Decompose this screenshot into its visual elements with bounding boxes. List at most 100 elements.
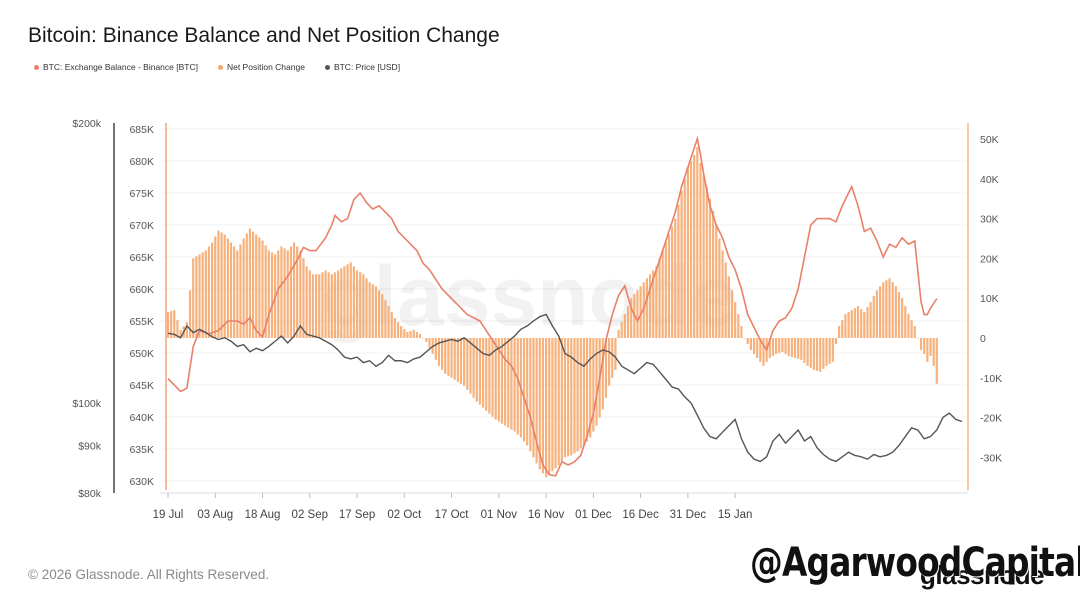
net-position-bar: [456, 338, 459, 382]
net-position-bar: [450, 338, 453, 378]
net-position-bar: [655, 266, 658, 338]
net-position-bar: [365, 278, 368, 338]
net-position-bar: [686, 166, 689, 338]
net-position-bar: [229, 242, 233, 338]
agarwood-stamp-text: @AgarwoodCapital: [750, 540, 1080, 586]
net-position-bar: [233, 246, 236, 338]
net-position-bar: [223, 234, 226, 338]
net-position-bar: [207, 246, 211, 338]
net-position-bar: [866, 307, 869, 338]
net-position-bar: [787, 338, 790, 356]
net-position-bar: [850, 310, 853, 338]
net-position-bar: [910, 320, 913, 338]
net-position-bar: [573, 338, 576, 454]
net-position-bar: [702, 174, 705, 338]
net-position-bar: [680, 190, 683, 338]
price-tick-label: $200k: [72, 118, 101, 130]
net-position-bar: [378, 290, 381, 338]
net-position-bar: [652, 270, 655, 338]
net-position-bar: [844, 314, 847, 338]
net-position-bar: [267, 250, 270, 338]
net-position-bar: [409, 331, 412, 338]
price-tick-label: $80k: [78, 488, 102, 500]
net-position-bar: [771, 338, 775, 356]
net-position-bar: [264, 245, 267, 338]
net-position-bar: [349, 262, 352, 338]
net-position-bar: [781, 338, 784, 352]
net-position-bar: [321, 272, 324, 338]
chart-title: Bitcoin: Binance Balance and Net Positio…: [28, 24, 500, 47]
net-position-bar: [529, 338, 532, 452]
net-position-bar: [441, 338, 444, 370]
net-tick-label: 0: [980, 333, 986, 345]
net-position-bar: [340, 268, 343, 338]
legend-dot-balance: [34, 64, 39, 70]
net-position-bar: [834, 338, 838, 344]
net-position-bar: [863, 312, 866, 338]
net-position-bar: [214, 236, 217, 338]
net-position-bar: [897, 292, 901, 338]
net-position-bar: [576, 338, 579, 452]
net-position-bar: [343, 266, 346, 338]
net-position-bar: [188, 290, 192, 338]
net-position-bar: [428, 338, 431, 348]
x-tick-label: 01 Nov: [481, 509, 518, 521]
net-position-bar: [809, 338, 812, 368]
net-position-bar: [362, 274, 365, 338]
net-position-bar: [390, 312, 393, 338]
legend-item-net-position[interactable]: Net Position Change: [217, 62, 305, 72]
net-tick-label: 10K: [980, 293, 999, 305]
net-position-bar: [718, 238, 721, 338]
net-position-bar: [923, 338, 926, 354]
net-position-bar: [308, 270, 311, 338]
net-position-bar: [374, 286, 378, 338]
net-position-bar: [611, 338, 614, 378]
net-position-bar: [926, 338, 929, 362]
net-position-bar: [721, 250, 724, 338]
x-tick-label: 16 Nov: [528, 509, 565, 521]
net-position-bar: [192, 258, 195, 338]
net-position-bar: [828, 338, 831, 364]
net-position-bars: [166, 146, 938, 478]
net-position-bar: [507, 338, 510, 428]
net-position-bar: [724, 262, 727, 338]
net-position-bar: [639, 286, 642, 338]
net-position-bar: [545, 338, 548, 478]
net-position-bar: [270, 252, 274, 338]
legend-item-price[interactable]: BTC: Price [USD]: [324, 62, 400, 72]
net-position-bar: [715, 224, 718, 338]
net-position-bar: [869, 302, 872, 338]
legend-item-balance[interactable]: BTC: Exchange Balance - Binance [BTC]: [34, 62, 198, 72]
net-position-bar: [614, 338, 617, 370]
net-position-bar: [620, 322, 623, 338]
legend: BTC: Exchange Balance - Binance [BTC] Ne…: [34, 62, 400, 72]
price-tick-label: $100k: [72, 398, 101, 410]
net-position-bar: [557, 338, 560, 466]
net-position-bar: [841, 320, 844, 338]
net-position-bar: [872, 296, 875, 338]
net-position-bar: [708, 198, 712, 338]
net-position-bar: [878, 286, 882, 338]
net-position-bar: [730, 290, 734, 338]
net-position-bar: [749, 338, 752, 350]
net-position-bar: [570, 338, 573, 456]
net-position-bar: [740, 326, 743, 338]
net-position-bar: [444, 338, 447, 374]
net-position-bar: [812, 338, 816, 370]
net-position-bar: [314, 274, 318, 338]
net-position-bar: [396, 322, 400, 338]
net-position-bar: [500, 338, 504, 424]
net-position-bar: [318, 274, 321, 338]
net-position-bar: [201, 252, 204, 338]
net-position-bar: [330, 274, 333, 338]
net-position-bar: [589, 338, 592, 438]
net-position-bar: [737, 314, 740, 338]
net-position-bar: [393, 318, 396, 338]
net-position-bar: [756, 338, 759, 358]
net-position-bar: [636, 290, 639, 338]
net-position-bar: [585, 338, 589, 442]
x-tick-label: 15 Jan: [718, 509, 753, 521]
net-position-bar: [311, 274, 315, 338]
balance-tick-label: 675K: [129, 188, 154, 200]
net-position-bar: [412, 330, 415, 338]
